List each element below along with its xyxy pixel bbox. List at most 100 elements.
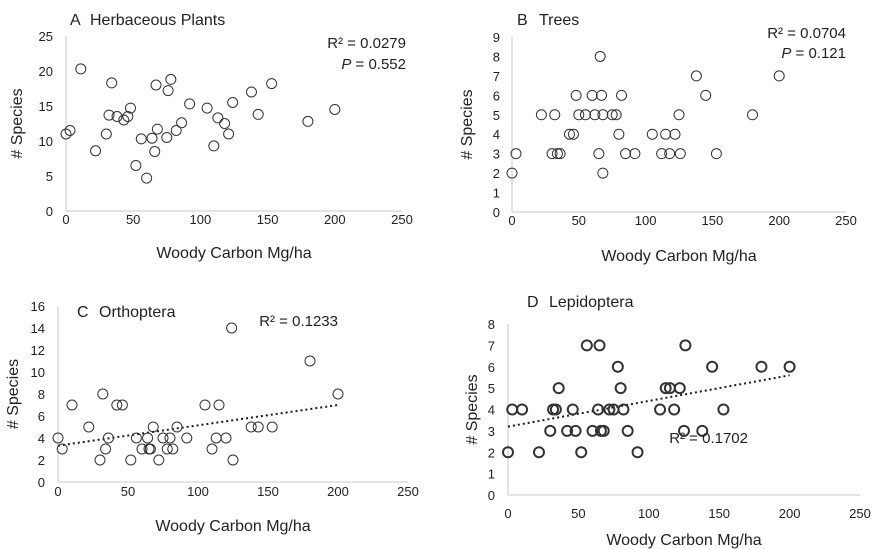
data-point bbox=[613, 128, 625, 140]
data-point bbox=[700, 89, 712, 101]
data-point bbox=[706, 360, 719, 373]
trendline bbox=[57, 404, 339, 447]
y-tick-label: 5 bbox=[46, 169, 53, 184]
x-tick-label: 50 bbox=[126, 212, 140, 227]
data-point bbox=[252, 108, 264, 120]
data-point bbox=[597, 424, 610, 437]
data-point bbox=[223, 128, 235, 140]
data-point bbox=[90, 145, 102, 157]
data-point bbox=[575, 446, 588, 459]
data-point bbox=[329, 104, 341, 115]
data-point bbox=[210, 432, 222, 444]
data-point bbox=[60, 128, 72, 140]
data-point bbox=[617, 403, 630, 416]
data-point bbox=[201, 102, 213, 114]
chart-panel-d: 0 1 2 3 4 5 6 7 8 0 50 100 150 200 250 Woody Carbon Mg/… bbox=[464, 294, 871, 549]
data-point bbox=[106, 77, 118, 89]
data-point bbox=[659, 382, 672, 395]
data-point bbox=[66, 399, 78, 411]
data-point bbox=[161, 132, 173, 143]
data-point bbox=[502, 446, 514, 459]
r-squared-label: R² = 0.0279 bbox=[327, 35, 406, 52]
data-point bbox=[532, 446, 545, 459]
data-point bbox=[83, 421, 95, 433]
y-tick-label: 8 bbox=[493, 49, 500, 64]
data-point bbox=[100, 443, 112, 455]
x-axis-label: Woody Carbon Mg/ha bbox=[156, 245, 311, 262]
data-point bbox=[592, 403, 605, 416]
x-tick-label: 50 bbox=[572, 213, 586, 228]
x-tick-label: 100 bbox=[187, 484, 209, 499]
x-tick-label: 100 bbox=[635, 213, 657, 228]
data-point bbox=[783, 360, 796, 373]
data-point bbox=[122, 111, 134, 122]
data-point bbox=[266, 78, 278, 90]
data-point bbox=[717, 403, 730, 416]
y-tick-label: 20 bbox=[39, 64, 53, 79]
data-point bbox=[153, 454, 165, 466]
data-point bbox=[125, 454, 137, 466]
data-point bbox=[142, 432, 154, 444]
x-tick-label: 0 bbox=[508, 213, 515, 228]
data-point bbox=[549, 109, 561, 121]
y-tick-label: 14 bbox=[31, 321, 45, 336]
y-tick-label: 5 bbox=[488, 381, 495, 396]
y-tick-label: 9 bbox=[493, 30, 500, 45]
x-tick-label: 250 bbox=[849, 506, 871, 521]
y-tick-label: 0 bbox=[46, 204, 53, 219]
p-value: = 0.121 bbox=[791, 45, 846, 62]
y-tick-label: 2 bbox=[38, 453, 45, 468]
x-tick-label: 0 bbox=[504, 506, 511, 521]
y-tick-label: 25 bbox=[39, 29, 53, 44]
x-tick-label: 100 bbox=[638, 506, 660, 521]
data-point bbox=[208, 140, 220, 152]
data-point bbox=[150, 79, 162, 91]
data-point bbox=[245, 86, 257, 98]
x-tick-label: 250 bbox=[397, 484, 419, 499]
y-tick-label: 7 bbox=[493, 69, 500, 84]
x-tick-label: 0 bbox=[54, 484, 61, 499]
data-point bbox=[631, 446, 644, 459]
y-tick-label: 6 bbox=[493, 88, 500, 103]
data-point bbox=[146, 132, 158, 144]
data-point bbox=[130, 160, 142, 171]
data-point bbox=[171, 421, 183, 433]
data-point bbox=[97, 388, 109, 400]
data-point bbox=[569, 424, 582, 437]
data-point bbox=[199, 399, 211, 411]
data-point bbox=[621, 424, 634, 437]
data-point bbox=[664, 148, 676, 160]
y-tick-label: 16 bbox=[31, 299, 45, 314]
data-point bbox=[696, 424, 709, 437]
x-axis-label: Woody Carbon Mg/ha bbox=[601, 248, 756, 265]
panel-letter: C bbox=[77, 304, 89, 321]
data-point bbox=[629, 148, 641, 160]
data-point bbox=[668, 403, 681, 416]
data-point bbox=[304, 355, 316, 367]
data-point bbox=[213, 399, 225, 411]
data-point bbox=[546, 148, 558, 160]
data-point bbox=[611, 360, 624, 373]
data-point bbox=[136, 443, 148, 455]
data-point bbox=[589, 109, 601, 121]
y-tick-label: 1 bbox=[488, 467, 495, 482]
y-axis-label: # Species bbox=[9, 88, 26, 158]
y-tick-label: 2 bbox=[488, 445, 495, 460]
x-tick-label: 150 bbox=[257, 484, 279, 499]
y-tick-label: 0 bbox=[38, 475, 45, 490]
panel-title: Lepidoptera bbox=[549, 294, 634, 311]
data-point bbox=[510, 148, 522, 160]
data-point bbox=[544, 424, 557, 437]
y-tick-label: 10 bbox=[31, 365, 45, 380]
y-tick-label: 3 bbox=[493, 147, 500, 162]
data-point bbox=[554, 148, 566, 160]
data-point bbox=[151, 123, 163, 135]
panel-title: Orthoptera bbox=[99, 304, 176, 321]
data-point bbox=[610, 109, 622, 121]
data-point bbox=[646, 128, 658, 140]
data-point bbox=[594, 50, 606, 62]
trendline bbox=[507, 374, 790, 428]
data-point bbox=[606, 109, 618, 121]
data-point bbox=[674, 148, 686, 160]
